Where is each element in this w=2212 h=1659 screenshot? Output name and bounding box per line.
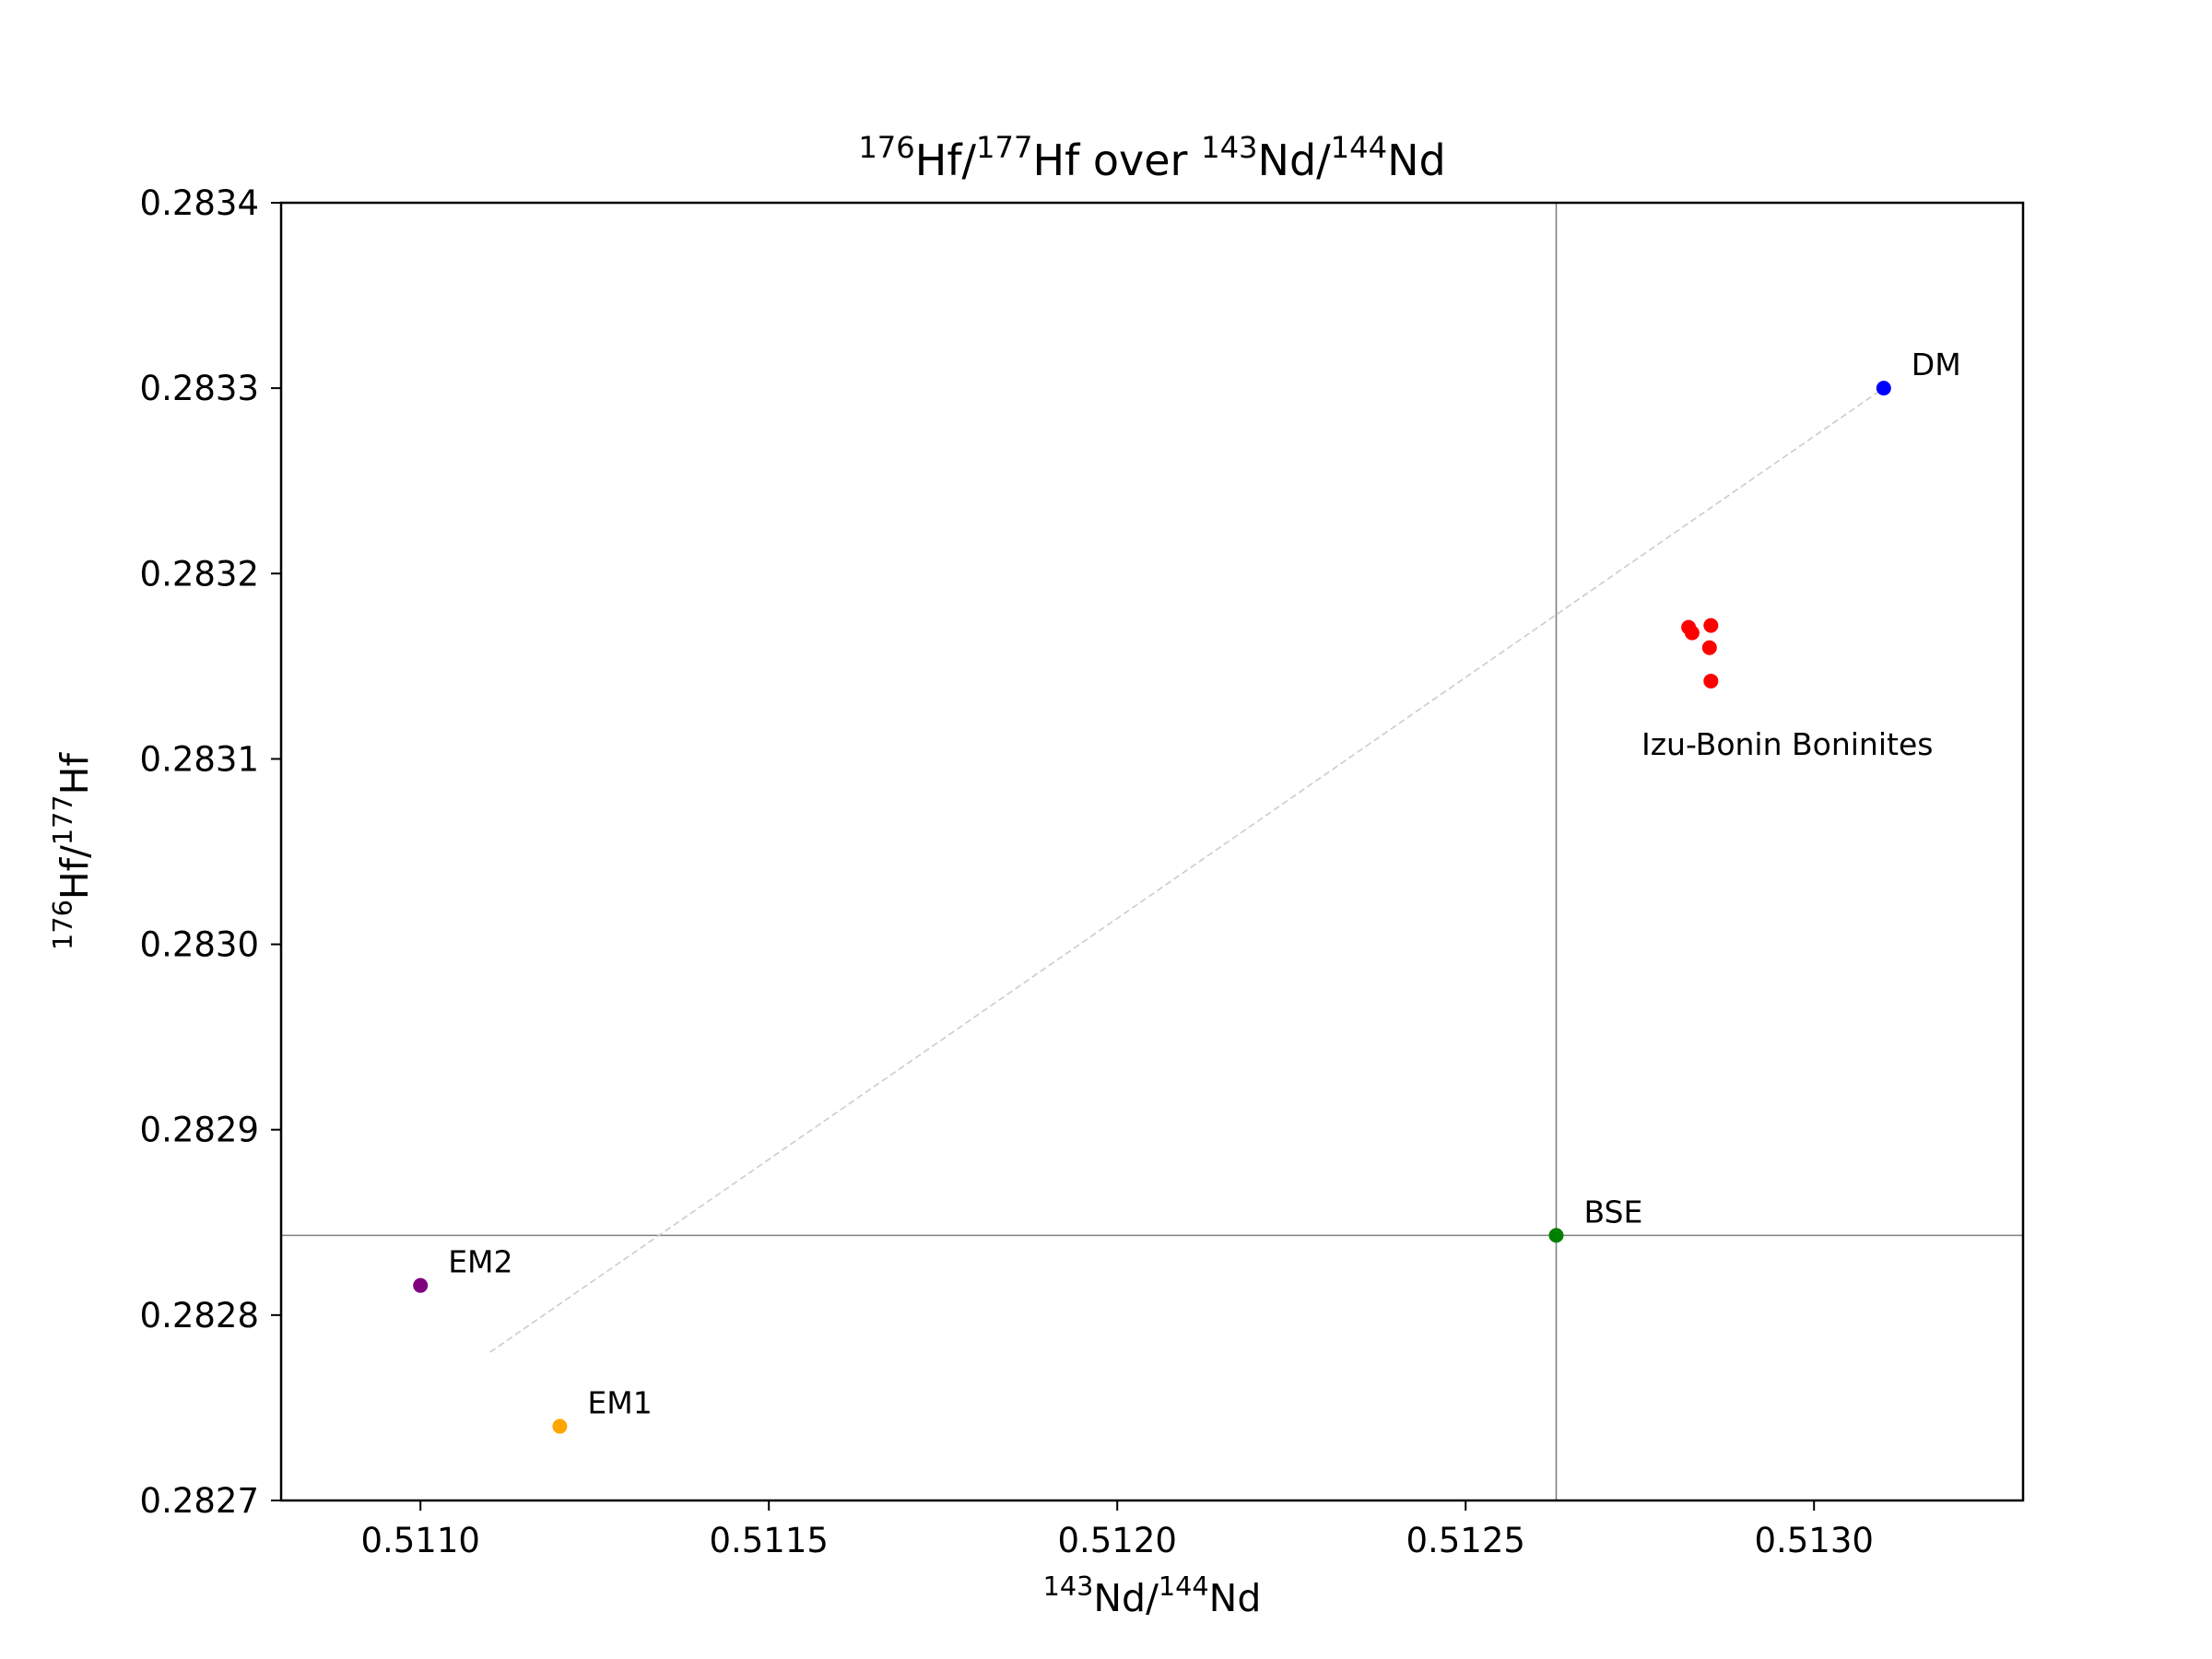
boninite-point [1703,673,1719,688]
y-tick-label: 0.2827 [140,1481,259,1521]
trend-line [489,387,1885,1353]
x-tick-label: 0.5120 [1057,1521,1176,1560]
x-axis-ticks: 0.5110 0.5115 0.5120 0.5125 0.5130 [360,1500,1874,1560]
boninite-point [1684,625,1700,641]
x-tick-label: 0.5125 [1406,1521,1524,1560]
x-tick-label: 0.5130 [1754,1521,1873,1560]
x-tick-label: 0.5115 [709,1521,828,1560]
y-tick-label: 0.2828 [140,1296,259,1335]
label-em1: EM1 [587,1385,652,1421]
boninite-point [1701,640,1717,655]
y-tick-label: 0.2834 [140,183,259,223]
point-dm [1876,381,1891,396]
boninite-point [1703,618,1719,633]
label-dm: DM [1912,347,1961,382]
reference-lines [281,203,2023,1500]
label-bse: BSE [1583,1194,1642,1230]
x-axis-label: 143Nd/144Nd [1043,1571,1262,1620]
x-tick-label: 0.5110 [360,1521,479,1560]
y-tick-label: 0.2833 [140,369,259,408]
point-em1 [552,1418,568,1434]
y-tick-label: 0.2832 [140,554,259,594]
label-em2: EM2 [448,1244,512,1280]
series-annotation: Izu-Bonin Boninites [1641,726,1933,762]
y-axis-label: 176Hf/177Hf [47,751,97,949]
y-tick-label: 0.2830 [140,925,259,965]
y-axis-ticks: 0.2827 0.2828 0.2829 0.2830 0.2831 0.2832 0.28… [140,183,281,1521]
annotations: DM BSE EM2 EM1 Izu-Bonin Boninites [448,347,1960,1420]
data-points [413,381,1891,1434]
plot-frame [279,201,2025,1502]
trend-line-group [489,387,1885,1353]
chart-title: 176Hf/177Hf over 143Nd/144Nd [858,130,1445,185]
point-em2 [413,1277,429,1293]
y-tick-label: 0.2829 [140,1111,259,1150]
point-bse [1548,1228,1564,1243]
y-tick-label: 0.2831 [140,739,259,779]
